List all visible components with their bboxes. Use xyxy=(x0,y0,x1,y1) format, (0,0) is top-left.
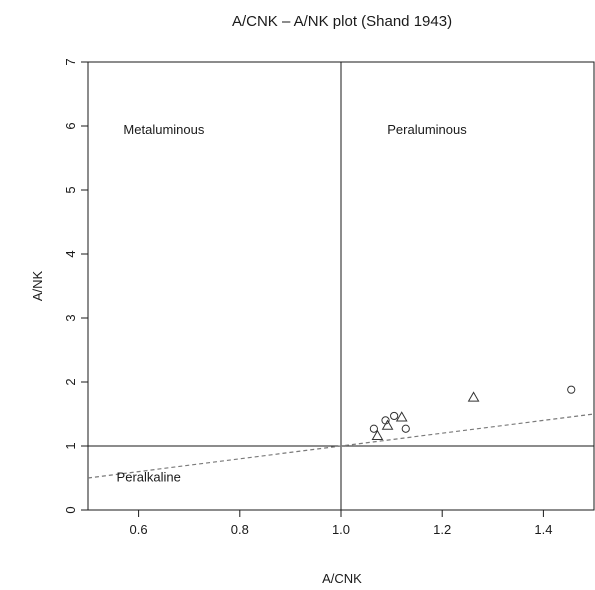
circle-point xyxy=(401,424,410,433)
y-tick-label: 2 xyxy=(63,378,78,385)
chart-title: A/CNK – A/NK plot (Shand 1943) xyxy=(232,13,452,30)
x-axis: 0.6 0.8 1.0 1.2 1.4 xyxy=(130,510,552,537)
y-tick-label: 7 xyxy=(63,58,78,65)
triangle-point xyxy=(467,391,480,402)
x-tick-label: 1.0 xyxy=(332,522,350,537)
data-points xyxy=(369,385,576,441)
triangle-point xyxy=(381,419,394,430)
y-tick-label: 5 xyxy=(63,186,78,193)
x-tick-label: 0.8 xyxy=(231,522,249,537)
triangle-point xyxy=(371,429,384,441)
reference-lines xyxy=(87,62,595,510)
x-tick-label: 1.4 xyxy=(534,522,552,537)
circle-point xyxy=(567,385,576,394)
y-tick-label: 0 xyxy=(63,506,78,513)
x-axis-label: A/CNK xyxy=(322,571,362,586)
y-tick-label: 3 xyxy=(63,314,78,321)
y-tick-label: 6 xyxy=(63,122,78,129)
x-tick-label: 1.2 xyxy=(433,522,451,537)
circle-point xyxy=(390,411,399,421)
region-label: Peraluminous xyxy=(387,122,467,137)
dashed-reference-line xyxy=(87,413,595,479)
x-tick-label: 0.6 xyxy=(130,522,148,537)
y-axis: 0 1 2 3 4 5 6 7 xyxy=(63,58,88,514)
y-tick-label: 1 xyxy=(63,442,78,449)
region-label: Peralkaline xyxy=(117,470,181,485)
y-tick-label: 4 xyxy=(63,250,78,257)
triangle-point xyxy=(395,411,408,422)
circle-point xyxy=(369,424,378,433)
region-labels: Metaluminous Peraluminous Peralkaline xyxy=(117,122,468,485)
y-axis-label: A/NK xyxy=(30,271,45,302)
region-label: Metaluminous xyxy=(123,122,204,137)
